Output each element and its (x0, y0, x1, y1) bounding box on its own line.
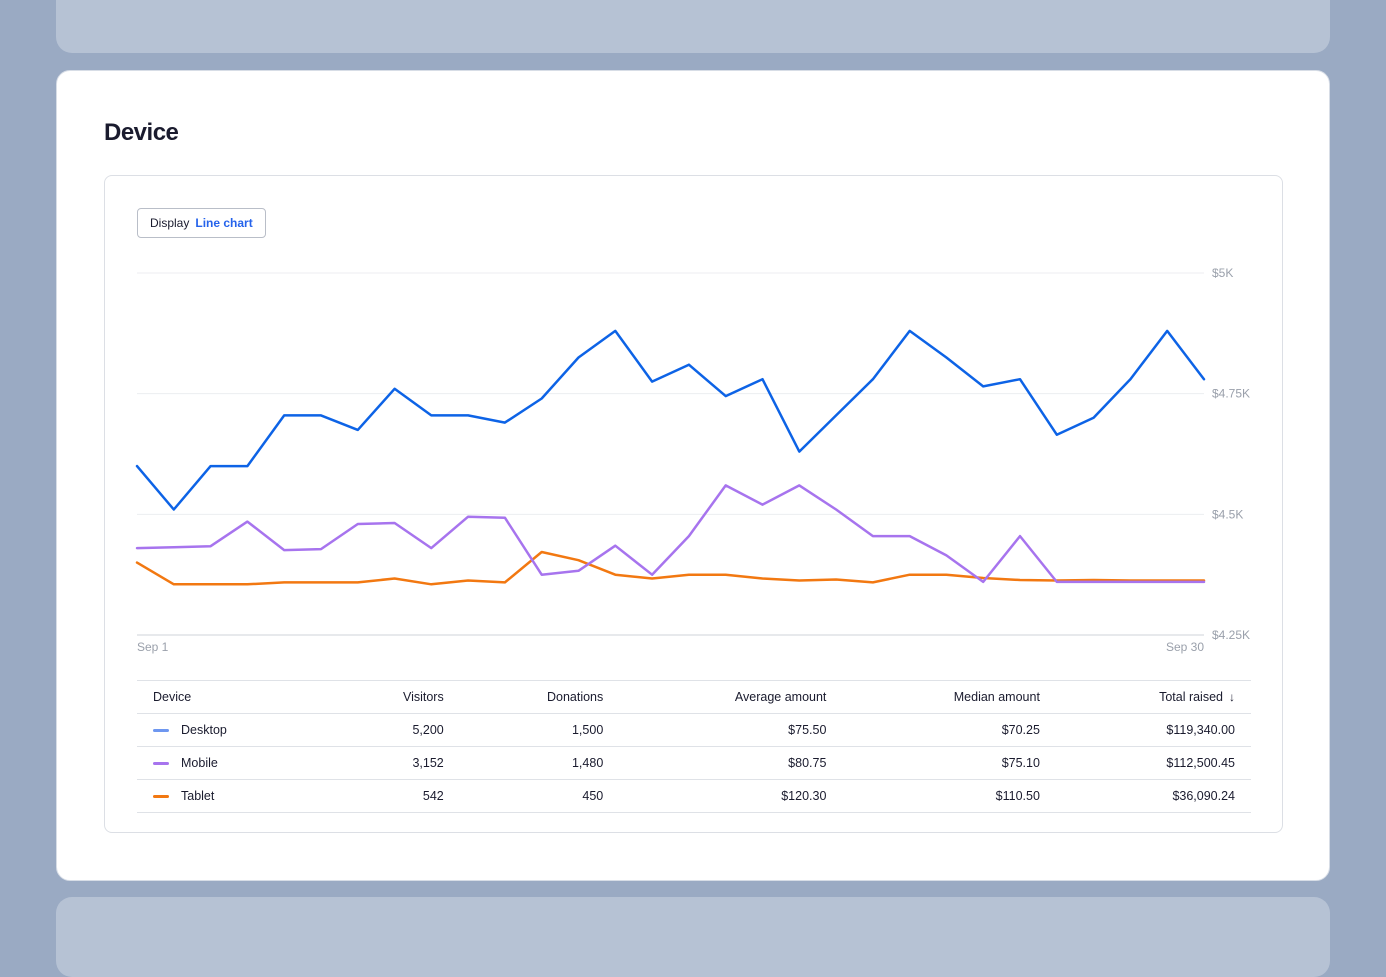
header-average-amount[interactable]: Average amount (619, 680, 843, 714)
chart-panel: Display Line chart $5K $4.75K $4.5K $4.25K S… (104, 175, 1283, 833)
header-total-raised[interactable]: Total raised ↓ (1055, 680, 1251, 714)
total-cell: $119,340.00 (1055, 713, 1251, 747)
mobile-swatch (153, 762, 169, 766)
table-row: Mobile 3,152 1,480 $80.75 $75.10 $112,50… (137, 746, 1251, 780)
donations-cell: 1,480 (459, 746, 620, 780)
device-line-chart: $5K $4.75K $4.5K $4.25K Sep 1 Sep 30 (135, 266, 1250, 654)
total-cell: $112,500.45 (1055, 746, 1251, 780)
table-header-row: Device Visitors Donations Average amount… (137, 680, 1251, 714)
display-toggle-button[interactable]: Display Line chart (137, 208, 266, 238)
device-cell: Tablet (137, 779, 329, 813)
desktop-swatch (153, 729, 169, 733)
arrow-down-icon: ↓ (1229, 690, 1235, 704)
median-cell: $75.10 (842, 746, 1056, 780)
table-row: Tablet 542 450 $120.30 $110.50 $36,090.2… (137, 779, 1251, 813)
median-cell: $110.50 (842, 779, 1056, 813)
y-tick-label: $4.5K (1212, 507, 1243, 521)
series-line-tablet (135, 550, 1206, 586)
x-tick-label: Sep 1 (137, 640, 169, 654)
header-total-raised-label: Total raised (1159, 690, 1223, 704)
device-cell: Mobile (137, 746, 329, 780)
average-cell: $80.75 (619, 746, 843, 780)
header-device[interactable]: Device (137, 680, 329, 714)
device-name: Desktop (181, 723, 227, 737)
header-visitors[interactable]: Visitors (328, 680, 460, 714)
total-cell: $36,090.24 (1055, 779, 1251, 813)
display-label: Display (150, 216, 190, 230)
device-cell: Desktop (137, 713, 329, 747)
tablet-swatch (153, 795, 169, 799)
donations-cell: 450 (459, 779, 620, 813)
visitors-cell: 3,152 (328, 746, 460, 780)
header-donations[interactable]: Donations (459, 680, 620, 714)
device-card: Device Display Line chart $5K $4.75K $4.5K… (56, 70, 1330, 881)
page-title: Device (104, 119, 179, 146)
device-name: Tablet (181, 789, 215, 803)
x-tick-label: Sep 30 (1166, 640, 1204, 654)
device-name: Mobile (181, 756, 218, 770)
visitors-cell: 5,200 (328, 713, 460, 747)
device-table: Device Visitors Donations Average amount… (137, 680, 1251, 813)
y-tick-label: $4.75K (1212, 387, 1250, 401)
average-cell: $120.30 (619, 779, 843, 813)
series-line-desktop (135, 329, 1206, 511)
table-row: Desktop 5,200 1,500 $75.50 $70.25 $119,3… (137, 713, 1251, 747)
average-cell: $75.50 (619, 713, 843, 747)
header-median-amount[interactable]: Median amount (842, 680, 1056, 714)
y-tick-label: $5K (1212, 266, 1233, 280)
donations-cell: 1,500 (459, 713, 620, 747)
series-line-mobile (135, 484, 1206, 584)
median-cell: $70.25 (842, 713, 1056, 747)
y-tick-label: $4.25K (1212, 628, 1250, 642)
visitors-cell: 542 (328, 779, 460, 813)
previous-card (56, 0, 1330, 53)
next-card (56, 897, 1330, 977)
display-value: Line chart (195, 216, 253, 230)
